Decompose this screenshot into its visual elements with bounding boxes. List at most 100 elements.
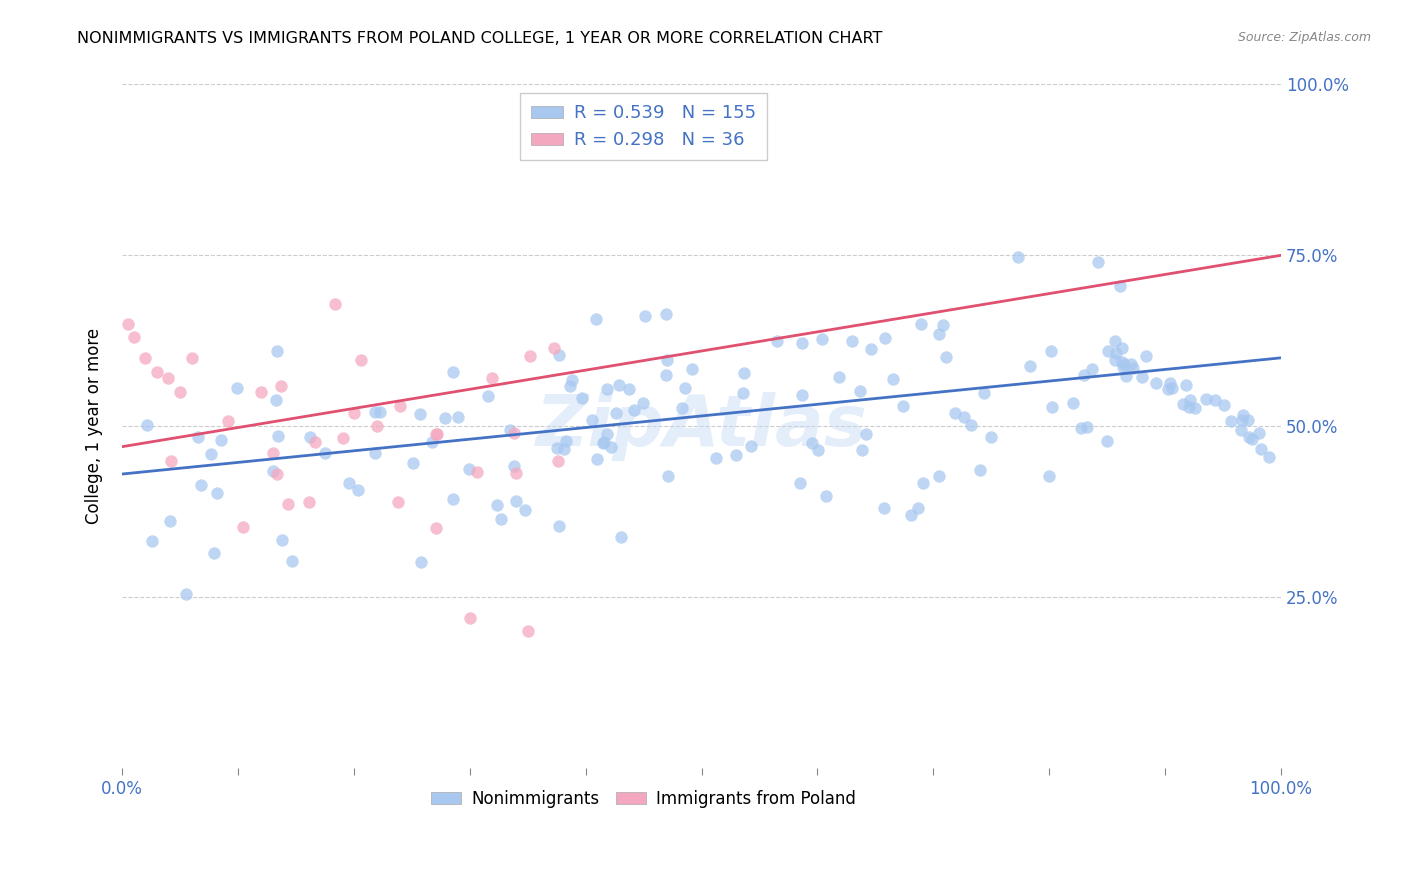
Point <box>980 430 1002 444</box>
Legend: Nonimmigrants, Immigrants from Poland: Nonimmigrants, Immigrants from Poland <box>425 783 862 814</box>
Point <box>187 430 209 444</box>
Point <box>270 379 292 393</box>
Point <box>681 362 703 376</box>
Point <box>789 475 811 490</box>
Point <box>1212 398 1234 412</box>
Point <box>766 334 789 348</box>
Point <box>447 410 470 425</box>
Point <box>441 491 464 506</box>
Point <box>609 378 631 392</box>
Point <box>960 418 983 433</box>
Point <box>1159 376 1181 391</box>
Point <box>592 435 614 450</box>
Point <box>807 443 830 458</box>
Point <box>1115 369 1137 384</box>
Point <box>366 419 388 434</box>
Point <box>1175 377 1198 392</box>
Point <box>655 368 678 382</box>
Point <box>911 475 934 490</box>
Point <box>1081 361 1104 376</box>
Point <box>1073 368 1095 383</box>
Point <box>266 467 288 482</box>
Point <box>855 427 877 442</box>
Point <box>1062 395 1084 409</box>
Point <box>673 381 696 395</box>
Point <box>1178 393 1201 408</box>
Point <box>547 519 569 533</box>
Point <box>928 327 950 342</box>
Point <box>503 459 526 474</box>
Point <box>458 610 481 624</box>
Point <box>740 439 762 453</box>
Point <box>623 402 645 417</box>
Point <box>250 384 273 399</box>
Point <box>1097 343 1119 358</box>
Point <box>900 508 922 522</box>
Point <box>122 330 145 344</box>
Point <box>1219 414 1241 428</box>
Point <box>851 443 873 458</box>
Text: ZipAtlas: ZipAtlas <box>536 392 868 460</box>
Point <box>1232 413 1254 427</box>
Point <box>1070 420 1092 434</box>
Point <box>1240 433 1263 447</box>
Point <box>593 434 616 449</box>
Point <box>200 447 222 461</box>
Point <box>1018 359 1040 374</box>
Point <box>655 307 678 321</box>
Point <box>157 371 180 385</box>
Point <box>1237 412 1260 426</box>
Point <box>267 429 290 443</box>
Point <box>350 353 373 368</box>
Point <box>828 369 851 384</box>
Point <box>441 366 464 380</box>
Point <box>859 342 882 356</box>
Point <box>217 414 239 428</box>
Point <box>655 353 678 368</box>
Point <box>1105 346 1128 360</box>
Point <box>849 384 872 398</box>
Text: NONIMMIGRANTS VS IMMIGRANTS FROM POLAND COLLEGE, 1 YEAR OR MORE CORRELATION CHAR: NONIMMIGRANTS VS IMMIGRANTS FROM POLAND … <box>77 31 883 46</box>
Point <box>560 374 582 388</box>
Point <box>1237 430 1260 444</box>
Point <box>389 399 412 413</box>
Point <box>457 461 479 475</box>
Point <box>1130 369 1153 384</box>
Point <box>281 553 304 567</box>
Point <box>560 379 582 393</box>
Point <box>610 530 633 544</box>
Point <box>1104 352 1126 367</box>
Point <box>1157 382 1180 396</box>
Point <box>135 417 157 432</box>
Point <box>801 435 824 450</box>
Point <box>600 440 623 454</box>
Point <box>298 494 321 508</box>
Point <box>202 546 225 560</box>
Point <box>543 341 565 355</box>
Point <box>1204 393 1226 408</box>
Point <box>174 587 197 601</box>
Point <box>605 406 627 420</box>
Point <box>146 364 169 378</box>
Point <box>633 396 655 410</box>
Point <box>402 456 425 470</box>
Point <box>1121 358 1143 372</box>
Point <box>270 533 292 547</box>
Point <box>704 451 727 466</box>
Point <box>1007 250 1029 264</box>
Point <box>1076 420 1098 434</box>
Y-axis label: College, 1 year or more: College, 1 year or more <box>86 328 103 524</box>
Point <box>581 413 603 427</box>
Point <box>1135 349 1157 363</box>
Point <box>1173 397 1195 411</box>
Point <box>519 349 541 363</box>
Point <box>882 372 904 386</box>
Point <box>547 454 569 468</box>
Point <box>1195 392 1218 407</box>
Point <box>952 409 974 424</box>
Point <box>368 405 391 419</box>
Point <box>425 521 447 535</box>
Point <box>841 334 863 348</box>
Point <box>266 344 288 359</box>
Point <box>1095 434 1118 449</box>
